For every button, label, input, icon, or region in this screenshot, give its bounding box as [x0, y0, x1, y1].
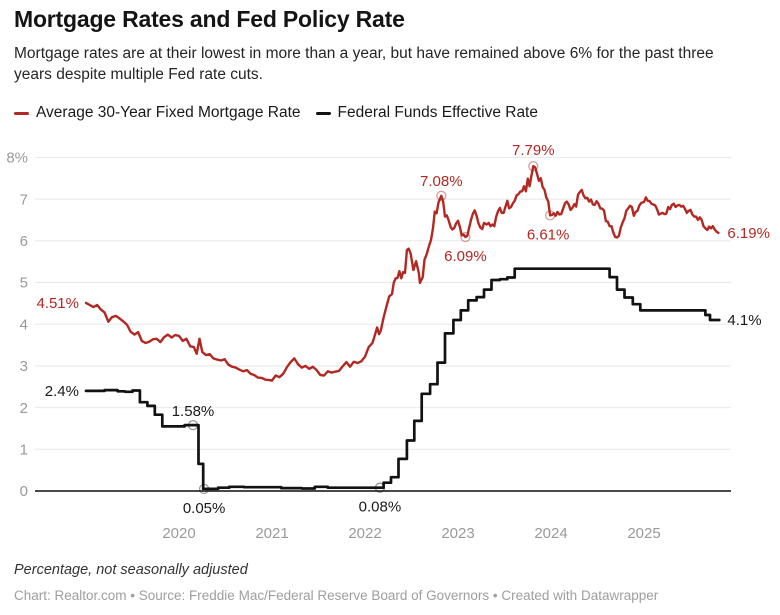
chart-subtitle: Mortgage rates are at their lowest in mo…: [14, 45, 714, 83]
x-axis-tick-label: 2023: [441, 525, 474, 542]
annotation-marker: [187, 419, 199, 431]
annotation-label: 6.61%: [527, 226, 570, 243]
annotation-marker: [460, 231, 471, 243]
legend: Average 30-Year Fixed Mortgage Rate Fede…: [14, 104, 538, 122]
y-axis-tick-label: 7: [20, 191, 28, 208]
y-axis-tick-label: 0: [20, 483, 28, 500]
annotation-label: 0.05%: [183, 500, 226, 517]
y-axis-tick-label: 2: [20, 400, 28, 417]
annotation-marker: [436, 190, 447, 201]
y-axis-tick-label: 1: [20, 442, 28, 459]
annotation-label: 4.1%: [727, 312, 761, 329]
fed-funds-line-swatch: [315, 111, 331, 115]
legend-item-fed-funds: Federal Funds Effective Rate: [315, 104, 538, 122]
annotation-marker: [374, 482, 386, 493]
x-axis-tick-label: 2021: [255, 525, 288, 542]
footer-credits: Chart: Realtor.com • Source: Freddie Mac…: [14, 588, 659, 603]
legend-label-fed-funds: Federal Funds Effective Rate: [337, 104, 538, 121]
mortgage-rate-line: [84, 165, 720, 382]
annotation-label: 1.58%: [172, 403, 215, 420]
x-axis-tick-label: 2022: [348, 525, 381, 542]
annotation-label: 6.19%: [727, 225, 770, 242]
y-axis-tick-label: 5: [20, 275, 28, 292]
annotation-marker: [544, 210, 556, 221]
y-axis-tick-label: 6: [20, 233, 28, 250]
x-axis-tick-label: 2024: [534, 525, 567, 542]
annotation-marker: [198, 483, 210, 495]
legend-label-mortgage: Average 30-Year Fixed Mortgage Rate: [36, 104, 301, 121]
page-title: Mortgage Rates and Fed Policy Rate: [14, 6, 405, 32]
x-axis-tick-label: 2020: [162, 525, 195, 542]
fed-funds-line: [84, 267, 721, 491]
annotation-label: 6.09%: [444, 248, 487, 265]
y-axis-tick-label: 4: [20, 316, 28, 333]
annotation-marker: [528, 161, 539, 172]
y-axis-tick-label: 3: [20, 358, 28, 375]
annotation-label: 7.08%: [420, 173, 463, 190]
y-axis-tick-label: 8%: [6, 150, 28, 167]
annotation-label: 4.51%: [36, 295, 79, 312]
annotation-label: 0.08%: [359, 499, 402, 516]
legend-item-mortgage-rate: Average 30-Year Fixed Mortgage Rate: [14, 104, 301, 122]
annotation-label: 2.4%: [45, 383, 79, 400]
mortgage-line-swatch: [14, 111, 29, 115]
annotation-label: 7.79%: [512, 142, 555, 159]
footer-note: Percentage, not seasonally adjusted: [14, 562, 248, 578]
x-axis-tick-label: 2025: [627, 525, 660, 542]
